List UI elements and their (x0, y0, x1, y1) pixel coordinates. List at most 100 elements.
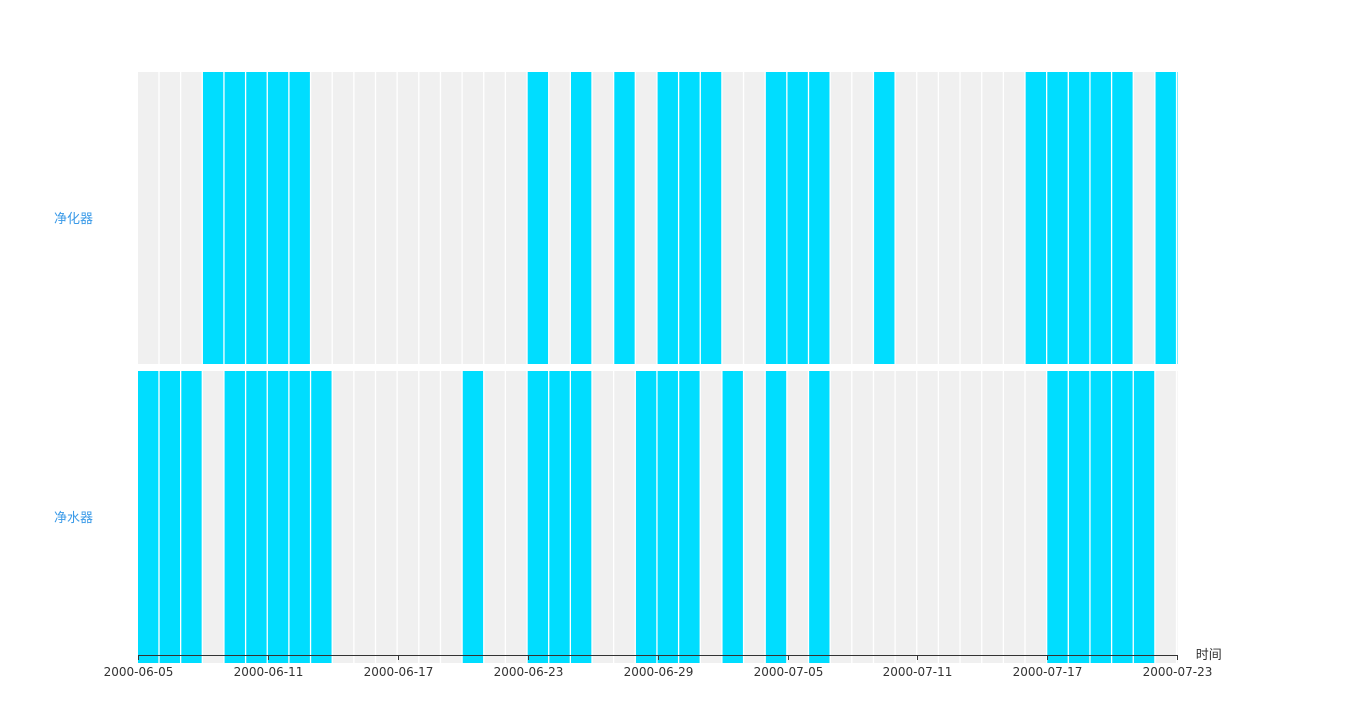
active-cell (722, 371, 743, 663)
inactive-cell (917, 72, 938, 364)
active-cell (635, 371, 657, 663)
inactive-cell (1133, 72, 1155, 364)
active-cell (1177, 72, 1178, 364)
active-cell (267, 371, 289, 663)
x-tick-label: 2000-06-29 (624, 665, 694, 679)
active-cell (1068, 72, 1090, 364)
active-cell (679, 72, 700, 364)
x-tick-label: 2000-06-23 (494, 665, 564, 679)
active-cell (571, 72, 592, 364)
inactive-cell (787, 371, 808, 663)
active-cell (202, 72, 224, 364)
inactive-cell (376, 371, 397, 663)
active-cell (1047, 371, 1068, 663)
active-cell (527, 72, 549, 364)
inactive-cell (441, 72, 462, 364)
inactive-cell (614, 371, 635, 663)
inactive-cell (311, 72, 332, 364)
inactive-cell (982, 371, 1003, 663)
active-cell (874, 72, 895, 364)
x-tick-label: 2000-07-17 (1013, 665, 1083, 679)
x-tick-label: 2000-06-05 (104, 665, 174, 679)
inactive-cell (332, 371, 354, 663)
inactive-cell (397, 371, 419, 663)
active-cell (1133, 371, 1155, 663)
inactive-cell (354, 371, 375, 663)
inactive-cell (830, 371, 852, 663)
active-cell (138, 371, 159, 663)
active-cell (1068, 371, 1090, 663)
x-tick-label: 2000-07-05 (754, 665, 824, 679)
inactive-cell (181, 72, 202, 364)
active-cell (1155, 72, 1176, 364)
inactive-cell (159, 72, 180, 364)
inactive-cell (939, 371, 960, 663)
inactive-cell (830, 72, 852, 364)
active-cell (787, 72, 808, 364)
inactive-cell (419, 371, 440, 663)
inactive-cell (202, 371, 224, 663)
active-cell (809, 371, 830, 663)
active-cell (809, 72, 830, 364)
inactive-cell (332, 72, 354, 364)
x-tick-label: 2000-07-23 (1143, 665, 1213, 679)
active-cell (289, 72, 310, 364)
active-cell (462, 371, 484, 663)
inactive-cell (549, 72, 570, 364)
inactive-cell (419, 72, 440, 364)
inactive-cell (895, 371, 917, 663)
inactive-cell (939, 72, 960, 364)
active-cell (657, 371, 678, 663)
active-cell (246, 72, 267, 364)
inactive-cell (917, 371, 938, 663)
active-cell (224, 371, 245, 663)
inactive-cell (895, 72, 917, 364)
active-cell (1047, 72, 1068, 364)
x-axis-title: 时间 (1196, 648, 1222, 663)
inactive-cell (138, 72, 159, 364)
x-axis: 2000-06-05 2000-06-11 2000-06-17 2000-06-23… (104, 648, 1222, 679)
category-label: 净水器 (54, 511, 93, 526)
inactive-cell (722, 72, 743, 364)
x-tick-label: 2000-07-11 (883, 665, 953, 679)
active-cell (614, 72, 635, 364)
active-cell (527, 371, 549, 663)
inactive-cell (506, 72, 527, 364)
inactive-cell (852, 371, 873, 663)
category-label: 净化器 (54, 212, 93, 227)
inactive-cell (982, 72, 1003, 364)
row-0 (138, 72, 1178, 364)
inactive-cell (484, 72, 505, 364)
active-cell (765, 72, 787, 364)
active-cell (657, 72, 678, 364)
inactive-cell (700, 371, 722, 663)
active-cell (224, 72, 245, 364)
inactive-cell (1004, 371, 1025, 663)
inactive-cell (852, 72, 873, 364)
inactive-cell (441, 371, 462, 663)
active-cell (549, 371, 570, 663)
inactive-cell (744, 72, 765, 364)
inactive-cell (1025, 371, 1046, 663)
active-cell (159, 371, 180, 663)
active-cell (267, 72, 289, 364)
inactive-cell (960, 371, 982, 663)
inactive-cell (874, 371, 895, 663)
x-tick-label: 2000-06-17 (364, 665, 434, 679)
inactive-cell (592, 72, 613, 364)
inactive-cell (592, 371, 613, 663)
cells-layer (138, 72, 1178, 663)
inactive-cell (744, 371, 765, 663)
inactive-cell (1177, 371, 1178, 663)
inactive-cell (354, 72, 375, 364)
inactive-cell (635, 72, 657, 364)
inactive-cell (1004, 72, 1025, 364)
inactive-cell (397, 72, 419, 364)
active-cell (765, 371, 787, 663)
inactive-cell (462, 72, 484, 364)
inactive-cell (1155, 371, 1176, 663)
active-cell (1090, 72, 1111, 364)
active-cell (1090, 371, 1111, 663)
